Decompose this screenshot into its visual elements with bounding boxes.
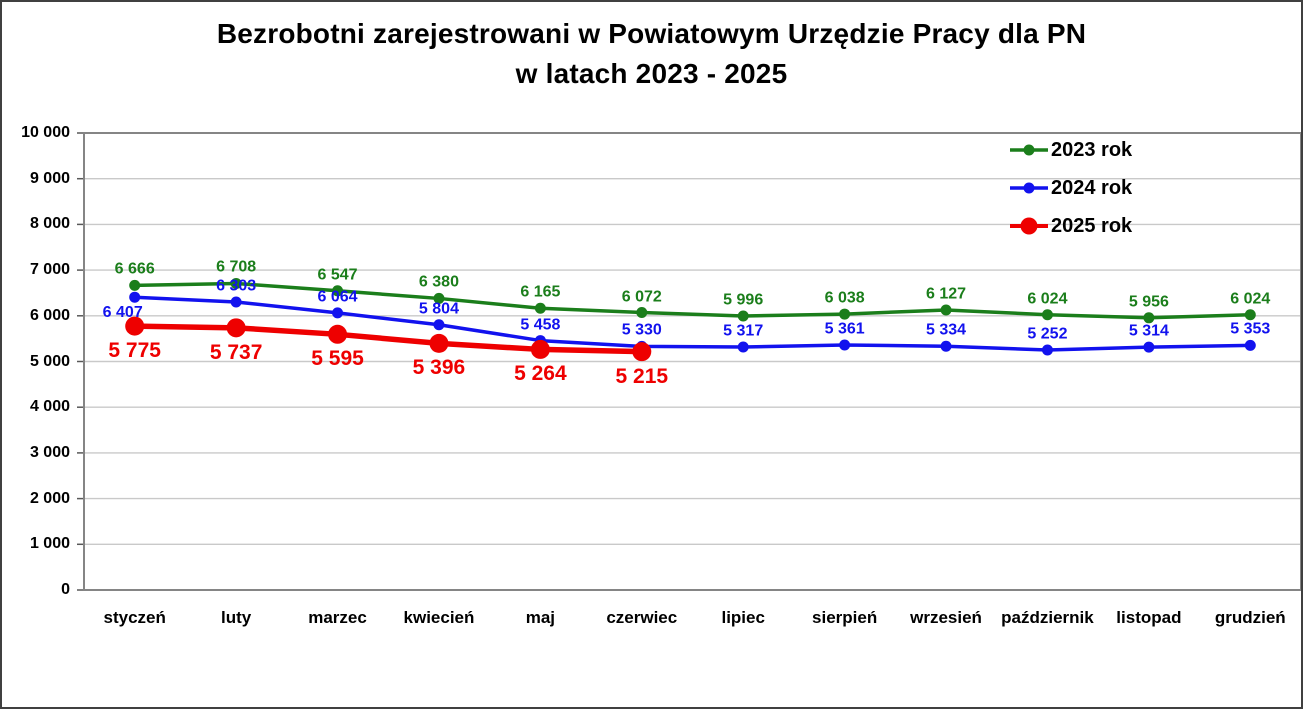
data-point-2024-rok — [1244, 339, 1256, 351]
data-point-2024-rok — [230, 296, 242, 308]
data-point-2023-rok — [230, 277, 242, 289]
data-point-2023-rok — [636, 307, 648, 319]
data-point-2023-rok — [940, 304, 952, 316]
data-point-2025-rok — [429, 333, 449, 353]
data-point-2023-rok — [129, 279, 141, 291]
data-point-2024-rok — [1041, 344, 1053, 356]
data-point-2023-rok — [534, 302, 546, 314]
data-point-2024-rok — [839, 339, 851, 351]
legend-entry-2023-rok: 2023 rok — [1010, 131, 1132, 169]
legend-entry-2024-rok: 2024 rok — [1010, 169, 1132, 207]
legend-label: 2023 rok — [1051, 138, 1133, 161]
data-point-2024-rok — [737, 341, 749, 353]
data-point-2023-rok — [737, 310, 749, 322]
data-point-2025-rok — [530, 339, 550, 359]
legend-swatch-icon — [1010, 217, 1048, 235]
data-point-2024-rok — [433, 319, 445, 331]
plot-border — [83, 132, 1301, 591]
legend-label: 2024 rok — [1051, 176, 1133, 199]
data-point-2025-rok — [632, 342, 652, 362]
data-point-2023-rok — [1041, 309, 1053, 321]
data-point-2025-rok — [125, 316, 145, 336]
data-point-2025-rok — [226, 318, 246, 338]
data-point-2024-rok — [129, 291, 141, 303]
legend: 2023 rok 2024 rok 2025 rok — [1010, 131, 1132, 245]
data-point-2023-rok — [1143, 312, 1155, 324]
legend-label: 2025 rok — [1051, 214, 1133, 237]
chart-title: Bezrobotni zarejestrowani w Powiatowym U… — [2, 14, 1301, 94]
data-point-2023-rok — [332, 285, 344, 297]
data-point-2024-rok — [1143, 341, 1155, 353]
series-line-2024-rok — [132, 295, 1253, 352]
data-point-2024-rok — [940, 340, 952, 352]
data-point-2024-rok — [332, 307, 344, 319]
chart-title-line1: Bezrobotni zarejestrowani w Powiatowym U… — [216, 18, 1087, 49]
chart-title-line2: w latach 2023 - 2025 — [515, 58, 788, 89]
data-point-2023-rok — [433, 292, 445, 304]
data-point-2023-rok — [1244, 309, 1256, 321]
legend-swatch-icon — [1010, 182, 1048, 194]
series-line-2023-rok — [132, 281, 1253, 320]
legend-entry-2025-rok: 2025 rok — [1010, 207, 1132, 245]
data-point-2025-rok — [328, 324, 348, 344]
series-line-2025-rok — [131, 323, 645, 355]
data-point-2023-rok — [839, 308, 851, 320]
legend-swatch-icon — [1010, 144, 1048, 156]
